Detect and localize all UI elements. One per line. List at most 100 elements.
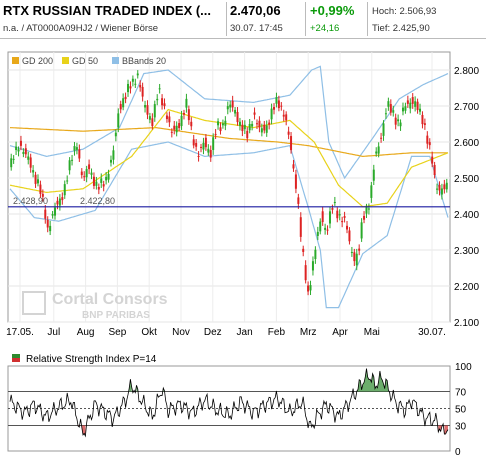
candle-down — [56, 200, 59, 205]
candle-down — [78, 149, 81, 159]
candle-up — [105, 176, 108, 181]
candle-down — [304, 265, 307, 281]
candle-up — [212, 137, 215, 150]
y-tick-label: 2.200 — [454, 282, 479, 293]
candle-up — [136, 73, 139, 76]
candle-down — [214, 133, 217, 135]
candle-up — [229, 104, 232, 108]
candle-up — [392, 110, 395, 113]
candle-down — [282, 114, 285, 117]
candle-down — [326, 229, 329, 231]
candle-up — [311, 261, 314, 271]
candle-down — [307, 285, 310, 292]
candle-down — [236, 112, 239, 123]
candle-down — [302, 248, 305, 252]
candle-down — [119, 104, 122, 110]
candle-up — [419, 108, 422, 112]
candle-up — [224, 120, 227, 126]
rsi-y-tick-label: 100 — [455, 362, 472, 373]
candle-down — [280, 105, 283, 107]
candle-down — [182, 112, 185, 115]
candle-up — [22, 152, 25, 154]
candle-up — [66, 180, 69, 182]
y-tick-label: 2.100 — [454, 318, 479, 329]
candle-down — [273, 107, 276, 110]
legend-swatch — [12, 57, 19, 64]
bbands-upper-line — [9, 65, 449, 180]
index-title[interactable]: RTX RUSSIAN TRADED INDEX (... — [3, 3, 212, 18]
candle-up — [85, 169, 88, 178]
y-tick-label: 2.300 — [454, 246, 479, 257]
watermark-logo — [22, 291, 46, 315]
candle-down — [343, 216, 346, 218]
candle-up — [17, 149, 20, 152]
day-high: Hoch: 2.506,93 — [372, 6, 437, 17]
candle-down — [426, 135, 429, 144]
candle-up — [122, 98, 125, 108]
candle-up — [440, 188, 443, 195]
index-subtitle: n.a. / AT0000A09HJ2 / Wiener Börse — [3, 23, 159, 34]
legend-label[interactable]: GD 200 — [22, 56, 53, 66]
candle-up — [109, 159, 112, 163]
candle-up — [221, 123, 224, 126]
candle-up — [360, 222, 363, 239]
candle-down — [287, 131, 290, 135]
candle-down — [348, 230, 351, 242]
candle-up — [399, 122, 402, 127]
candle-up — [156, 98, 159, 101]
candle-down — [41, 193, 44, 197]
candle-up — [355, 253, 358, 266]
candle-up — [117, 113, 120, 128]
candle-up — [51, 214, 54, 216]
candle-down — [433, 164, 436, 175]
candle-down — [411, 97, 414, 104]
candle-down — [29, 157, 32, 168]
y-tick-label: 2.500 — [454, 174, 479, 185]
candle-down — [187, 109, 190, 121]
candle-down — [165, 115, 168, 120]
quote-header: RTX RUSSIAN TRADED INDEX (... n.a. / AT0… — [0, 0, 486, 40]
candle-up — [185, 98, 188, 108]
legend-label[interactable]: GD 50 — [72, 56, 98, 66]
y-tick-label: 2.600 — [454, 138, 479, 149]
candle-up — [131, 78, 134, 82]
candle-up — [243, 124, 246, 130]
candle-down — [255, 123, 258, 125]
rsi-oversold-area — [444, 425, 448, 435]
candle-down — [258, 120, 261, 128]
candle-down — [263, 124, 266, 131]
candle-down — [231, 100, 234, 108]
candle-up — [153, 104, 156, 118]
candle-up — [12, 158, 15, 160]
candle-down — [195, 142, 198, 147]
candle-up — [75, 147, 78, 150]
candle-up — [112, 150, 115, 160]
candle-down — [39, 184, 42, 194]
candle-down — [141, 86, 144, 97]
candle-up — [68, 160, 71, 171]
candle-up — [10, 158, 13, 168]
candle-up — [365, 207, 368, 214]
rsi-overbought-area — [356, 368, 389, 392]
legend-label[interactable]: BBands 20 — [122, 56, 166, 66]
candle-down — [438, 185, 441, 191]
candle-down — [124, 96, 127, 100]
candle-up — [382, 123, 385, 136]
candle-up — [375, 151, 378, 154]
candle-up — [316, 231, 319, 236]
candle-down — [321, 211, 324, 223]
candle-down — [423, 123, 426, 125]
candle-up — [27, 156, 30, 160]
candle-down — [168, 116, 171, 123]
candle-up — [202, 142, 205, 150]
rsi-y-tick-label: 50 — [455, 405, 467, 416]
candle-down — [358, 248, 361, 251]
candle-down — [443, 184, 446, 190]
change-absolute: +24,16 — [310, 23, 340, 34]
x-tick-label: Sep — [109, 327, 127, 338]
x-tick-label: Jul — [47, 327, 60, 338]
rsi-y-tick-label: 0 — [455, 447, 461, 458]
candle-down — [80, 171, 83, 176]
candle-up — [260, 128, 263, 133]
